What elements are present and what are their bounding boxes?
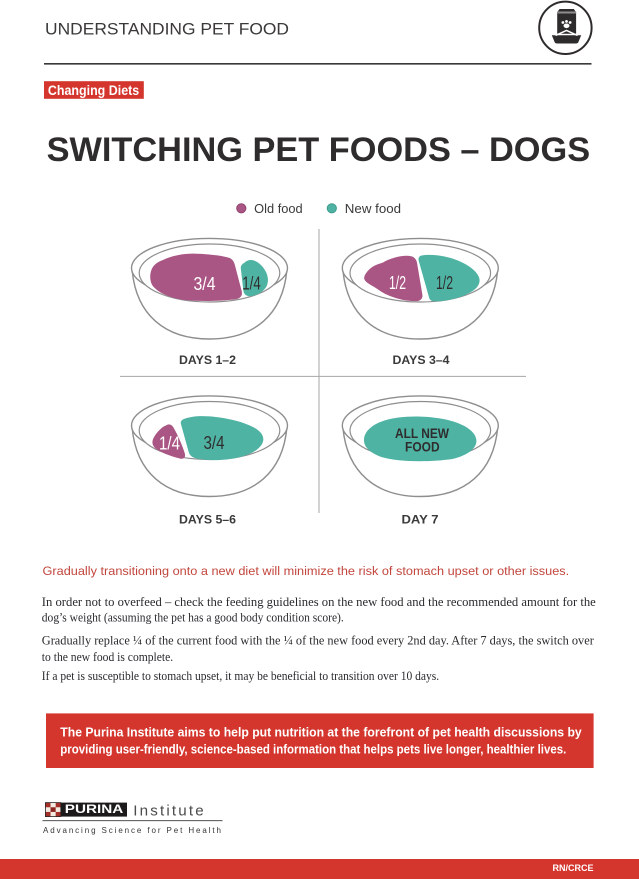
svg-text:3/4: 3/4	[194, 273, 216, 294]
svg-text:DAY 7: DAY 7	[402, 515, 439, 527]
svg-text:DAYS 1–2: DAYS 1–2	[179, 355, 236, 367]
svg-text:UNDERSTANDING PET FOOD: UNDERSTANDING PET FOOD	[45, 21, 289, 39]
svg-text:FOOD: FOOD	[405, 439, 440, 455]
svg-text:1/2: 1/2	[389, 272, 406, 293]
svg-text:1/2: 1/2	[436, 272, 453, 293]
svg-text:New food: New food	[345, 202, 401, 216]
svg-text:ALL NEW: ALL NEW	[395, 425, 450, 441]
svg-text:1/4: 1/4	[242, 273, 261, 294]
svg-text:If a pet is susceptible to sto: If a pet is susceptible to stomach upset…	[42, 669, 439, 683]
svg-text:Changing Diets: Changing Diets	[48, 82, 139, 98]
svg-text:DAYS 5–6: DAYS 5–6	[179, 515, 236, 527]
svg-text:PURINA: PURINA	[65, 802, 124, 816]
svg-text:Old food: Old food	[254, 202, 303, 216]
svg-text:Advancing Science for Pet Heal: Advancing Science for Pet Health	[43, 826, 221, 835]
svg-text:3/4: 3/4	[204, 432, 225, 453]
svg-text:providing user-friendly, scien: providing user-friendly, science-based i…	[60, 743, 566, 757]
svg-text:Gradually replace ¼ of the cur: Gradually replace ¼ of the current food …	[42, 634, 594, 648]
svg-text:The Purina Institute aims to h: The Purina Institute aims to help put nu…	[60, 725, 581, 739]
svg-text:RN/CRCE: RN/CRCE	[553, 863, 594, 874]
svg-text:Gradually transitioning onto a: Gradually transitioning onto a new diet …	[43, 564, 570, 578]
svg-text:DAYS 3–4: DAYS 3–4	[393, 355, 451, 367]
svg-text:In order not to overfeed – che: In order not to overfeed – check the fee…	[42, 595, 596, 609]
svg-text:to the new food is complete.: to the new food is complete.	[42, 650, 173, 664]
svg-text:1/4: 1/4	[159, 432, 180, 453]
svg-text:Institute: Institute	[133, 802, 203, 819]
svg-text:SWITCHING PET FOODS – DOGS: SWITCHING PET FOODS – DOGS	[47, 131, 591, 169]
svg-text:dog’s weight (assuming the pet: dog’s weight (assuming the pet has a goo…	[42, 611, 344, 625]
